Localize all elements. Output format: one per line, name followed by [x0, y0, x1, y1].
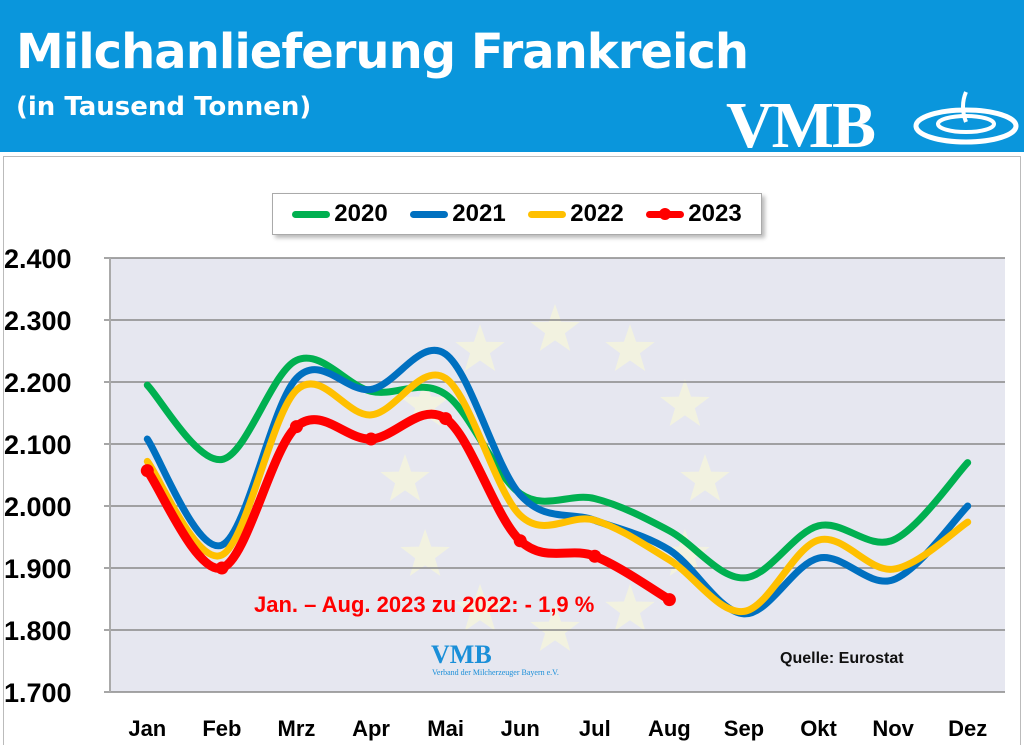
x-tick-label: Jan: [128, 716, 166, 741]
x-tick-label: Mai: [427, 716, 464, 741]
legend-swatch: [410, 210, 449, 218]
eu-star-icon: [680, 454, 730, 501]
eu-star-icon: [400, 529, 450, 576]
data-point-2023: [289, 420, 303, 434]
eu-star-icon: [400, 379, 450, 426]
y-tick-label: 2.400: [4, 244, 72, 274]
x-tick-label: Aug: [648, 716, 691, 741]
eu-star-icon: [530, 304, 580, 351]
legend-item-2022: 2022: [528, 200, 624, 228]
legend-label: 2020: [334, 200, 388, 227]
x-tick-label: Mrz: [278, 716, 316, 741]
x-tick-label: Okt: [800, 716, 837, 741]
x-tick-label: Nov: [872, 716, 914, 741]
legend-item-2023: 2023: [646, 200, 742, 228]
legend-swatch: [646, 207, 685, 220]
x-tick-label: Feb: [202, 716, 241, 741]
eu-star-icon: [455, 583, 505, 631]
series-line-2020: [143, 354, 972, 582]
eu-star-icon: [605, 583, 655, 631]
legend-label: 2022: [570, 200, 624, 227]
y-tick-label: 1.800: [4, 616, 72, 646]
legend-item-2020: 2020: [292, 200, 388, 228]
legend-swatch: [292, 210, 331, 218]
change-annotation: Jan. – Aug. 2023 zu 2022: - 1,9 %: [254, 592, 595, 617]
chart-subtitle: (in Tausend Tonnen): [16, 92, 312, 122]
header-banner: Milchanlieferung Frankreich (in Tausend …: [0, 0, 1024, 162]
chart-title: Milchanlieferung Frankreich: [16, 24, 749, 80]
y-tick-label: 1.700: [4, 678, 72, 708]
legend-label: 2023: [688, 200, 742, 227]
legend-swatch: [528, 210, 567, 218]
eu-star-icon: [530, 604, 580, 651]
source-label: Quelle: Eurostat: [780, 650, 904, 667]
data-point-2023: [140, 464, 154, 478]
milk-drop-logo-icon: [913, 91, 1019, 145]
x-tick-label: Sep: [724, 716, 764, 741]
x-tick-label: Dez: [948, 716, 987, 741]
y-tick-label: 2.200: [4, 368, 72, 398]
y-tick-label: 1.900: [4, 554, 72, 584]
y-tick-label: 2.000: [4, 492, 72, 522]
legend-label: 2021: [452, 200, 506, 227]
x-tick-label: Jul: [579, 716, 611, 741]
data-point-2023: [364, 432, 378, 446]
x-tick-label: Jun: [501, 716, 540, 741]
eu-star-icon: [455, 324, 505, 372]
data-point-2023: [439, 412, 453, 426]
y-tick-label: 2.300: [4, 306, 72, 336]
data-point-2023: [588, 549, 602, 563]
eu-star-icon: [605, 324, 655, 372]
series-line-2022: [143, 371, 972, 615]
eu-star-icon: [660, 379, 710, 426]
eu-star-icon: [380, 454, 430, 501]
data-point-2023: [662, 593, 676, 607]
y-tick-label: 2.100: [4, 430, 72, 460]
vmb-logo: VMB: [726, 88, 1019, 164]
vmb-footer-logo: VMB: [431, 640, 492, 669]
legend: 2020 2021 2022 2023: [272, 193, 762, 235]
eu-star-icon: [660, 529, 710, 576]
data-point-2023: [215, 561, 229, 575]
data-point-2023: [513, 534, 527, 548]
legend-item-2021: 2021: [410, 200, 506, 228]
vmb-footer-subtitle: Verband der Milcherzeuger Bayern e.V.: [432, 668, 559, 677]
x-tick-label: Apr: [352, 716, 390, 741]
